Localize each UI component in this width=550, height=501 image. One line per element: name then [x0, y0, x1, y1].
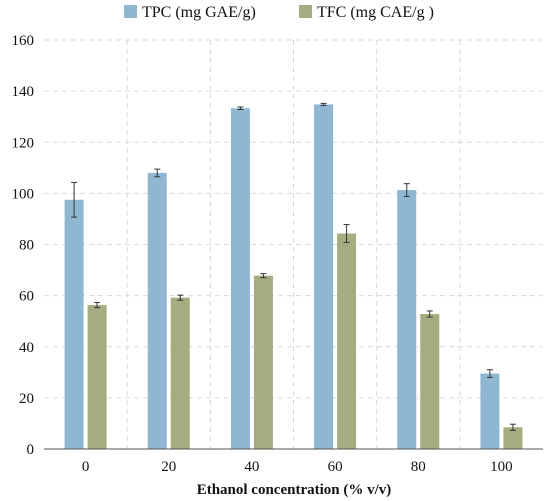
legend-label-tfc: TFC (mg CAE/g ) [317, 4, 434, 21]
y-tick-label: 160 [12, 33, 35, 49]
y-tick-label: 40 [19, 340, 34, 356]
y-tick-label: 80 [19, 238, 34, 254]
y-tick-label: 120 [12, 135, 35, 151]
bar-tfc-60 [337, 233, 357, 449]
axes: 0 20 40 60 80 100 120 140 160 0 20 40 60 80 100 [12, 33, 543, 475]
x-tick-label: 0 [82, 459, 90, 475]
x-axis-label: Ethanol concentration (% v/v) [197, 482, 392, 498]
bar-tfc-80 [420, 314, 440, 449]
y-tick-label: 100 [12, 186, 35, 202]
legend: TPC (mg GAE/g) TFC (mg CAE/g ) [124, 4, 434, 21]
bar-tpc-60 [314, 104, 334, 449]
x-tick-label: 80 [411, 459, 426, 475]
y-tick-label: 20 [19, 391, 34, 407]
x-tick-label: 60 [328, 459, 343, 475]
bar-tfc-100 [503, 427, 523, 449]
legend-swatch-tpc [124, 5, 137, 18]
x-tick-label: 100 [490, 459, 513, 475]
bars [64, 102, 523, 450]
x-tick-label: 20 [161, 459, 176, 475]
x-tick-label: 40 [244, 459, 259, 475]
legend-label-tpc: TPC (mg GAE/g) [142, 4, 256, 21]
bar-tpc-100 [480, 373, 500, 449]
grid [44, 39, 543, 449]
bar-tfc-40 [253, 275, 273, 449]
y-tick-label: 140 [12, 84, 35, 100]
y-tick-label: 0 [27, 442, 35, 458]
bar-tpc-20 [147, 172, 167, 450]
bar-tpc-80 [397, 190, 417, 449]
bar-tfc-20 [170, 297, 190, 449]
bar-tpc-0 [64, 199, 84, 449]
bar-tfc-0 [87, 305, 107, 449]
y-tick-label: 60 [19, 289, 34, 305]
bar-tpc-40 [230, 108, 250, 449]
legend-swatch-tfc [299, 5, 312, 18]
